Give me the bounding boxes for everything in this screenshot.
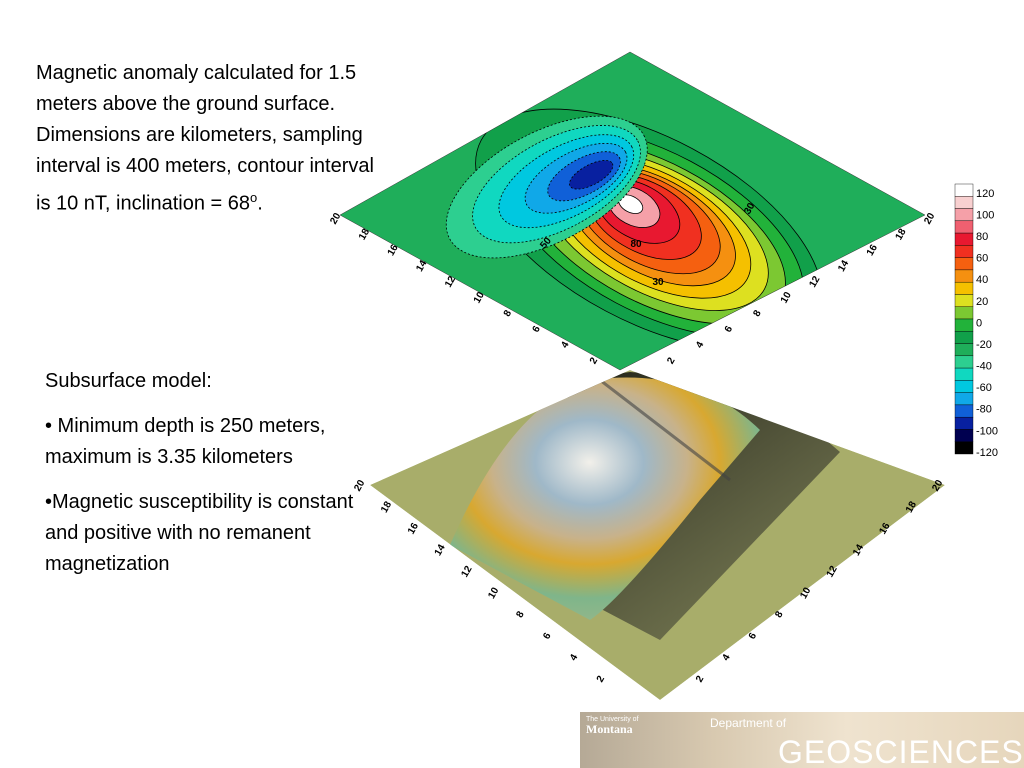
color-cell [954, 416, 974, 430]
color-scale-label: 40 [976, 274, 988, 286]
axis-tick-label: 10 [486, 585, 501, 601]
caption-end: . [257, 192, 263, 215]
color-cell [954, 441, 974, 455]
contour-label: 30 [652, 277, 664, 288]
axis-tick-label: 12 [807, 274, 822, 290]
color-cell [954, 281, 974, 295]
color-cell [954, 331, 974, 344]
axis-tick-label: 20 [328, 211, 343, 227]
model-surface [370, 370, 945, 700]
axis-tick-label: 8 [751, 308, 764, 319]
color-cell [954, 232, 974, 246]
axis-tick-label: 18 [379, 499, 394, 515]
axis-tick-label: 20 [922, 211, 937, 227]
color-cell [954, 306, 974, 320]
color-cell [954, 355, 974, 369]
caption-sup: o [250, 190, 258, 205]
color-cell [954, 257, 974, 271]
axis-tick-label: 14 [836, 258, 851, 274]
axis-tick-label: 4 [720, 652, 733, 663]
color-cell [954, 380, 974, 393]
color-scale-label: 20 [976, 296, 988, 308]
color-scale-label: 120 [976, 188, 994, 200]
axis-tick-label: 10 [798, 585, 813, 601]
color-scale-label: 80 [976, 231, 988, 243]
color-cell [954, 343, 974, 357]
contour-label: 30 [742, 201, 757, 217]
color-scale-label: -60 [976, 382, 992, 394]
color-cell [954, 367, 974, 381]
axis-tick-label: 10 [779, 290, 794, 306]
color-scale-label: -20 [976, 339, 992, 351]
color-scale: 120 100 80 60 40 20 0 -20 -40 -60 -80 -100 -120 [954, 183, 998, 459]
color-scale-label: -80 [976, 404, 992, 416]
color-cell [954, 318, 974, 332]
axis-tick-label: 14 [414, 258, 429, 274]
axis-tick-label: 20 [930, 478, 945, 494]
color-scale-label: -100 [976, 425, 998, 437]
caption: Magnetic anomaly calculated for 1.5 mete… [36, 58, 376, 220]
color-cell [954, 220, 974, 234]
logo-field: GEOSCIENCES [778, 734, 1024, 768]
axis-tick-label: 8 [514, 609, 527, 620]
axis-tick-label: 4 [559, 340, 572, 351]
axis-tick-label: 4 [568, 652, 581, 663]
axis-tick-label: 8 [502, 308, 515, 319]
axis-tick-label: 16 [877, 521, 892, 537]
axis-tick-label: 16 [865, 242, 880, 258]
axis-tick-label: 8 [773, 609, 786, 620]
color-cell [954, 294, 974, 307]
model-heading: Subsurface model: [45, 370, 212, 392]
logo-university: The University of [586, 716, 639, 723]
color-scale-label: -40 [976, 361, 992, 373]
axis-tick-label: 12 [459, 564, 474, 580]
color-cell [954, 196, 974, 209]
axis-tick-label: 2 [665, 355, 678, 366]
axis-tick-label: 6 [541, 631, 554, 642]
color-scale-label: 60 [976, 253, 988, 265]
axis-tick-label: 6 [747, 631, 760, 642]
color-cell [954, 392, 974, 406]
axis-tick-label: 10 [472, 290, 487, 306]
axis-tick-label: 18 [894, 227, 909, 243]
axis-tick-label: 4 [694, 340, 707, 351]
color-cell [954, 245, 974, 258]
axis-tick-label: 6 [723, 324, 736, 335]
color-cell [954, 269, 974, 283]
color-cell [954, 429, 974, 442]
contour-label: 80 [630, 239, 642, 250]
model-bullet: • Minimum depth is 250 meters, maximum i… [45, 415, 326, 468]
axis-tick-label: 6 [531, 324, 544, 335]
color-scale-label: 0 [976, 317, 982, 329]
color-scale-label: 100 [976, 209, 994, 221]
contour-map [340, 52, 925, 370]
color-cell [954, 404, 974, 418]
color-cell [954, 183, 974, 197]
axis-tick-label: 18 [357, 227, 372, 243]
axis-tick-label: 14 [851, 542, 866, 558]
axis-tick-label: 14 [433, 542, 448, 558]
axis-tick-label: 16 [406, 521, 421, 537]
axis-tick-label: 16 [386, 242, 401, 258]
logo-name: Montana [586, 722, 633, 736]
model-text: Subsurface model: • Minimum depth is 250… [45, 366, 385, 594]
axis-tick-label: 12 [443, 274, 458, 290]
color-cell [954, 208, 974, 222]
model-bullet: •Magnetic susceptibility is constant and… [45, 491, 354, 575]
axis-tick-label: 12 [825, 564, 840, 580]
axis-tick-label: 20 [352, 478, 367, 494]
axis-tick-label: 2 [588, 355, 601, 366]
logo: The University of Montana Department of … [580, 712, 1024, 768]
logo-dept: Department of [710, 716, 787, 730]
caption-text: Magnetic anomaly calculated for 1.5 mete… [36, 62, 374, 215]
color-scale-label: -120 [976, 447, 998, 459]
axis-tick-label: 2 [694, 674, 707, 685]
axis-tick-label: 2 [595, 674, 608, 685]
axis-tick-label: 18 [904, 499, 919, 515]
